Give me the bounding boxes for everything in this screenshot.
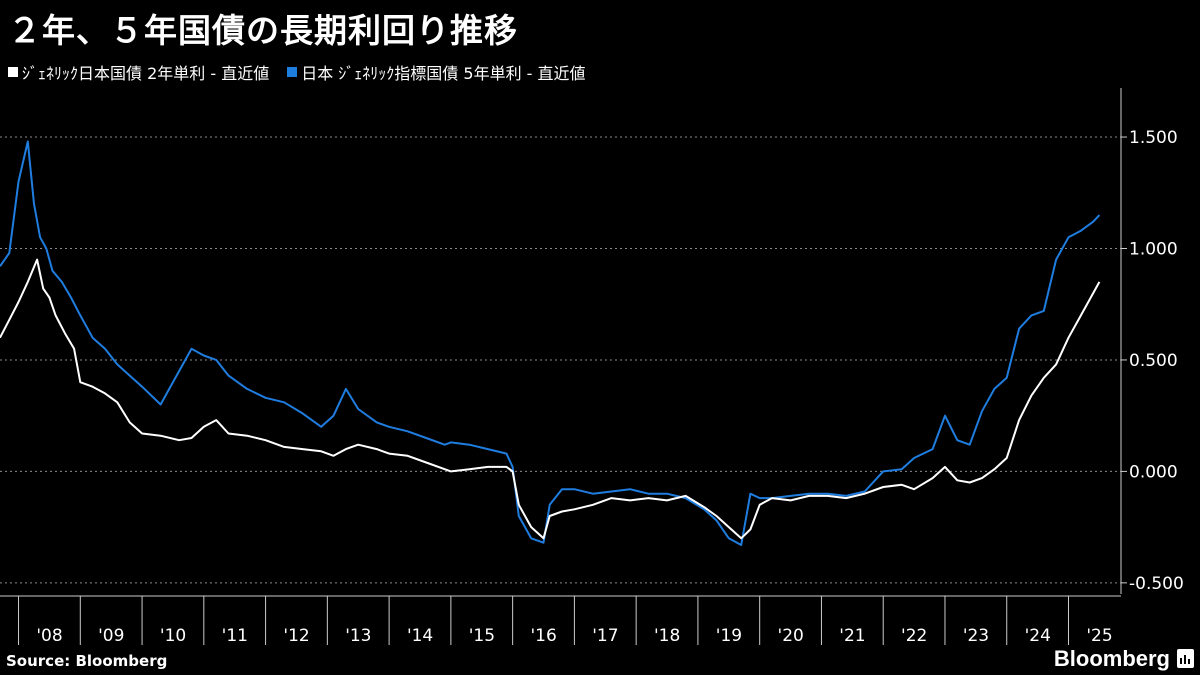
legend-label-2y: ｼﾞｪﾈﾘｯｸ日本国債 2年単利 - 直近値 (22, 64, 270, 83)
x-tick-label: '20 (778, 626, 804, 646)
x-tick-label: '11 (222, 626, 248, 646)
x-tick-label: '25 (1086, 626, 1112, 646)
legend-item-5y: 日本 ｼﾞｪﾈﾘｯｸ指標国債 5年単利 - 直近値 (287, 60, 586, 84)
bloomberg-icon (1177, 649, 1194, 668)
x-tick-label: '15 (469, 626, 495, 646)
chart-title: ２年、５年国債の長期利回り推移 (8, 11, 518, 50)
x-tick-label: '19 (716, 626, 742, 646)
y-tick-label: -0.500 (1129, 574, 1184, 594)
legend: ｼﾞｪﾈﾘｯｸ日本国債 2年単利 - 直近値 日本 ｼﾞｪﾈﾘｯｸ指標国債 5年… (8, 60, 586, 84)
y-tick-label: 1.000 (1129, 239, 1178, 259)
x-tick-label: '18 (654, 626, 680, 646)
x-tick-label: '09 (98, 626, 124, 646)
source-note: Source: Bloomberg (6, 652, 168, 670)
legend-label-5y: 日本 ｼﾞｪﾈﾘｯｸ指標国債 5年単利 - 直近値 (301, 64, 586, 83)
legend-swatch-5y (287, 67, 298, 77)
legend-swatch-2y (8, 67, 18, 77)
series-line-2y (0, 258, 1101, 540)
y-tick-label: 1.500 (1129, 128, 1178, 148)
x-tick-label: '24 (1025, 626, 1051, 646)
legend-item-2y: ｼﾞｪﾈﾘｯｸ日本国債 2年単利 - 直近値 (8, 60, 269, 84)
x-tick-label: '23 (963, 626, 989, 646)
x-tick-label: '17 (592, 626, 618, 646)
x-tick-label: '22 (901, 626, 927, 646)
x-tick-label: '21 (839, 626, 865, 646)
bloomberg-logo: Bloomberg (1053, 646, 1170, 671)
x-tick-label: '12 (283, 626, 309, 646)
series-line-5y (0, 140, 1101, 546)
x-tick-label: '08 (36, 626, 62, 646)
y-tick-label: 0.500 (1129, 351, 1178, 371)
x-tick-label: '13 (345, 626, 371, 646)
x-tick-label: '10 (160, 626, 186, 646)
y-tick-label: 0.000 (1129, 462, 1178, 482)
x-tick-label: '14 (407, 626, 433, 646)
x-tick-label: '16 (530, 626, 556, 646)
